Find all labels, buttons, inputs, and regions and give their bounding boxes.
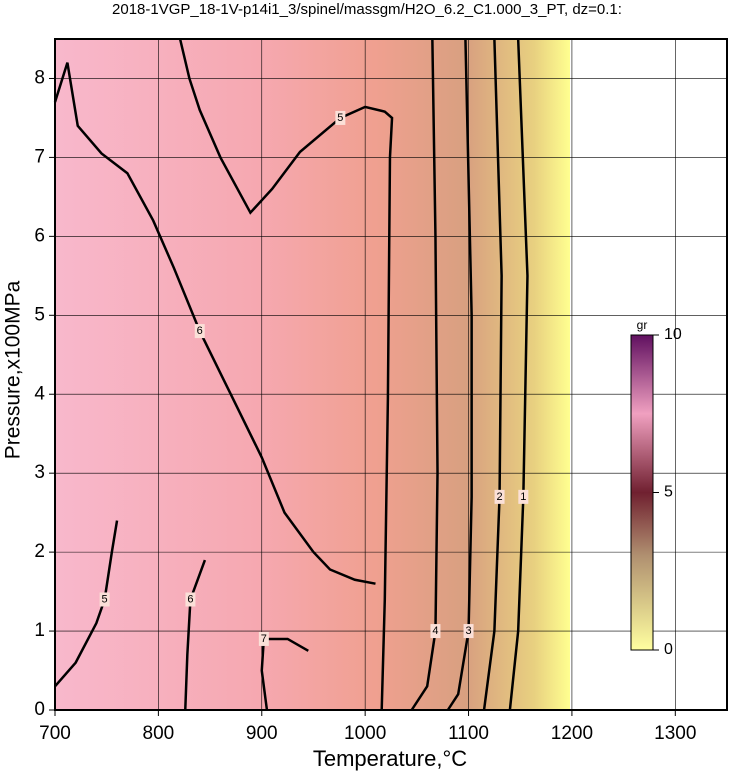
y-tick-label: 6: [34, 225, 45, 246]
contour-label-bg: [335, 110, 346, 125]
field: [55, 39, 570, 710]
colorbar: [630, 334, 654, 651]
x-axis-label: Temperature,°C: [313, 746, 467, 771]
contour-label: 1: [520, 491, 526, 503]
contour-label: 7: [261, 633, 267, 645]
colorbar-tick-label: 5: [664, 484, 673, 501]
colorbar-label: gr: [637, 318, 648, 332]
x-tick-label: 900: [246, 723, 278, 744]
contour-label-bg: [194, 324, 205, 339]
y-tick-label: 2: [34, 541, 45, 562]
colorbar-tick-label: 10: [664, 326, 682, 343]
contour-label: 6: [187, 593, 193, 605]
contour-line: [54, 520, 119, 688]
contour-label-bg: [494, 489, 505, 504]
y-tick-label: 1: [34, 620, 45, 641]
contour-label-bg: [258, 631, 269, 646]
contour-label: 6: [197, 325, 203, 337]
contour-label: 3: [465, 625, 471, 637]
y-tick-label: 7: [34, 146, 45, 167]
x-tick-label: 1200: [551, 723, 593, 744]
y-tick-label: 5: [34, 304, 45, 325]
contour-label-bg: [463, 624, 474, 639]
x-tick-label: 700: [39, 723, 71, 744]
contour-label: 2: [496, 491, 502, 503]
contour-line: [446, 38, 473, 711]
contour-label-bg: [99, 592, 110, 607]
contour-label: 5: [337, 112, 343, 124]
contour-label-bg: [430, 624, 441, 639]
y-tick-label: 8: [34, 67, 45, 88]
y-tick-label: 4: [34, 383, 45, 404]
y-axis-label: Pressure,x100MPa: [2, 280, 25, 459]
contour-label: 4: [432, 625, 438, 637]
contour-line: [184, 559, 207, 711]
x-tick-label: 1300: [654, 723, 696, 744]
y-tick-label: 0: [34, 699, 45, 720]
chart-title: 2018-1VGP_18-1V-p14i1_3/spinel/massgm/H2…: [112, 1, 622, 18]
frame: [54, 38, 728, 711]
x-tick-label: 800: [143, 723, 175, 744]
y-tick-label: 3: [34, 462, 45, 483]
contour-label-bg: [185, 592, 196, 607]
plot: 6 5 4 3 2 1 5 6 7: [53, 38, 727, 711]
contour-label: 5: [102, 593, 108, 605]
contour-line: [410, 38, 439, 711]
x-tick-label: 1000: [344, 723, 386, 744]
colorbar-tick-label: 0: [664, 641, 673, 658]
x-tick-label: 1100: [448, 723, 489, 744]
contour-label-bg: [518, 489, 529, 504]
